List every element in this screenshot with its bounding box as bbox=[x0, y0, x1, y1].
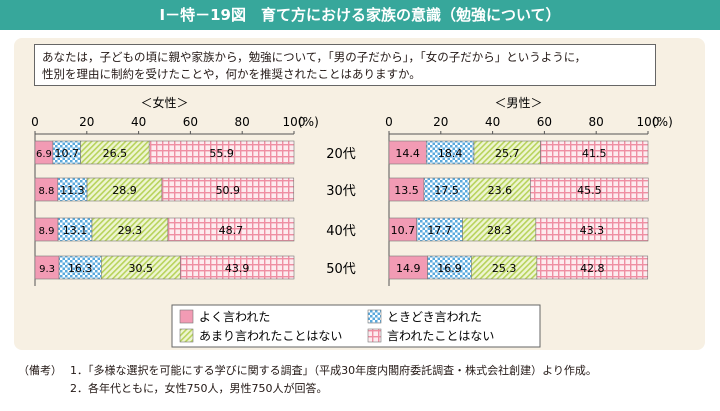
tick-label-male-100: 100 bbox=[637, 115, 660, 129]
data-label-female-never-1: 50.9 bbox=[216, 184, 241, 197]
data-label-male-rarely-0: 25.7 bbox=[495, 147, 520, 160]
data-label-male-often-1: 13.5 bbox=[394, 184, 419, 197]
data-label-male-rarely-1: 23.6 bbox=[488, 184, 513, 197]
data-label-female-never-2: 48.7 bbox=[219, 224, 244, 237]
data-label-male-rarely-3: 25.3 bbox=[492, 262, 517, 275]
data-label-female-rarely-3: 30.5 bbox=[129, 262, 154, 275]
question-line-2: 性別を理由に制約を受けたことや，何かを推奨されたことはありますか。 bbox=[42, 67, 421, 81]
legend-label-often: よく言われた bbox=[199, 310, 270, 324]
unit-label-male: (%) bbox=[652, 115, 673, 129]
bar-male-never-1 bbox=[530, 177, 649, 202]
legend-swatch-sometimes bbox=[367, 309, 382, 324]
data-label-female-rarely-1: 28.9 bbox=[112, 184, 137, 197]
bar-female-never-3 bbox=[179, 255, 295, 280]
data-label-male-never-1: 45.5 bbox=[577, 184, 602, 197]
category-label-2: 40代 bbox=[326, 224, 356, 239]
category-label-0: 20代 bbox=[326, 147, 356, 162]
tick-label-female-80: 80 bbox=[235, 115, 250, 129]
bar-male-never-0 bbox=[540, 140, 649, 165]
panel-title-female: ＜女性＞ bbox=[140, 95, 188, 110]
bar-male-never-3 bbox=[536, 255, 649, 280]
data-label-male-sometimes-0: 18.4 bbox=[438, 147, 463, 160]
figure-title: Ⅰ－特－19図 育て方における家族の意識（勉強について） bbox=[159, 6, 561, 24]
tick-label-male-0: 0 bbox=[385, 115, 393, 129]
data-label-female-often-2: 8.9 bbox=[39, 226, 55, 237]
tick-label-male-40: 40 bbox=[485, 115, 500, 129]
data-label-female-often-0: 6.9 bbox=[36, 149, 52, 160]
legend-label-never: 言われたことはない bbox=[387, 329, 494, 343]
data-label-male-never-2: 43.3 bbox=[580, 224, 605, 237]
panel-title-male: ＜男性＞ bbox=[494, 96, 542, 110]
data-label-female-often-1: 8.8 bbox=[38, 186, 54, 197]
tick-label-male-20: 20 bbox=[433, 115, 448, 129]
legend-swatch-never bbox=[367, 328, 382, 343]
data-label-female-sometimes-2: 13.1 bbox=[63, 224, 88, 237]
data-label-male-never-3: 42.8 bbox=[580, 262, 605, 275]
data-label-female-never-3: 43.9 bbox=[225, 262, 250, 275]
data-label-male-often-2: 10.7 bbox=[391, 224, 416, 237]
question-line-1: あなたは，子どもの頃に親や家族から，勉強について，「男の子だから」，「女の子だか… bbox=[42, 50, 587, 64]
bar-female-never-2 bbox=[167, 217, 295, 242]
notes-label: （備考） bbox=[18, 364, 62, 377]
data-label-male-often-0: 14.4 bbox=[395, 147, 420, 160]
data-label-female-often-3: 9.3 bbox=[39, 264, 55, 275]
tick-label-female-60: 60 bbox=[183, 115, 198, 129]
question-box: あなたは，子どもの頃に親や家族から，勉強について，「男の子だから」，「女の子だか… bbox=[34, 44, 656, 86]
legend-box bbox=[171, 304, 541, 348]
data-label-female-sometimes-1: 11.3 bbox=[60, 184, 85, 197]
data-label-female-sometimes-0: 10.7 bbox=[54, 147, 79, 160]
tick-label-female-20: 20 bbox=[79, 115, 94, 129]
tick-label-female-0: 0 bbox=[31, 115, 39, 129]
data-label-female-rarely-0: 26.5 bbox=[103, 147, 128, 160]
data-label-male-often-3: 14.9 bbox=[396, 262, 421, 275]
data-label-male-sometimes-3: 16.9 bbox=[437, 262, 462, 275]
tick-label-male-60: 60 bbox=[537, 115, 552, 129]
legend-label-sometimes: ときどき言われた bbox=[387, 310, 482, 324]
data-label-female-rarely-2: 29.3 bbox=[118, 224, 143, 237]
data-label-female-sometimes-3: 16.3 bbox=[68, 262, 93, 275]
tick-label-female-100: 100 bbox=[283, 115, 306, 129]
title-bar bbox=[0, 0, 720, 30]
data-label-male-rarely-2: 28.3 bbox=[487, 224, 512, 237]
data-label-male-sometimes-2: 17.7 bbox=[427, 224, 452, 237]
data-label-male-sometimes-1: 17.5 bbox=[434, 184, 459, 197]
bar-female-never-0 bbox=[148, 140, 295, 165]
legend-swatch-often bbox=[179, 309, 194, 324]
category-label-1: 30代 bbox=[326, 184, 356, 199]
legend-label-rarely: あまり言われたことはない bbox=[199, 329, 342, 343]
data-label-male-never-0: 41.5 bbox=[582, 147, 607, 160]
note-2: 2．各年代ともに，女性750人，男性750人が回答。 bbox=[70, 382, 328, 395]
bar-male-never-2 bbox=[535, 217, 649, 242]
legend-swatch-rarely bbox=[179, 328, 194, 343]
note-1: 1．「多様な選択を可能にする学びに関する調査」（平成30年度内閣府委託調査・株式… bbox=[70, 364, 597, 377]
unit-label-female: (%) bbox=[298, 115, 319, 129]
data-label-female-never-0: 55.9 bbox=[209, 147, 234, 160]
category-label-3: 50代 bbox=[326, 262, 356, 277]
bar-female-never-1 bbox=[161, 177, 295, 202]
tick-label-male-80: 80 bbox=[589, 115, 604, 129]
tick-label-female-40: 40 bbox=[131, 115, 146, 129]
